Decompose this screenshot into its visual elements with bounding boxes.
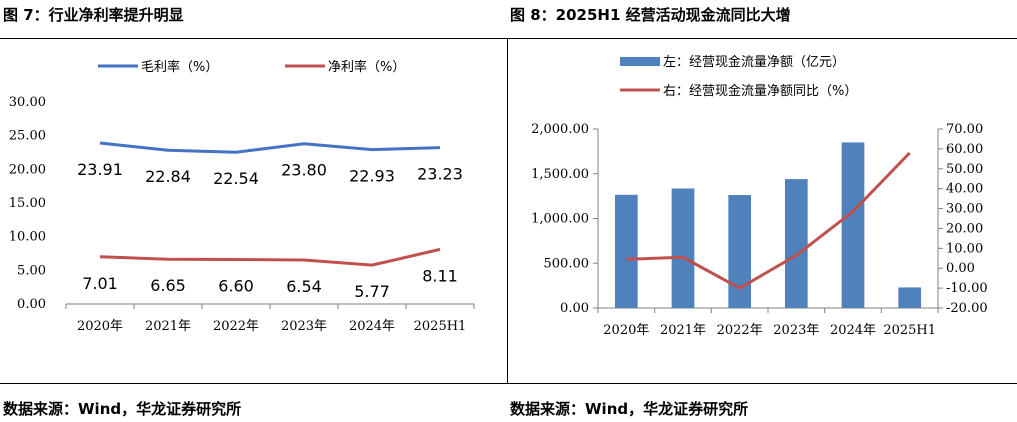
left-tick-label: 1,500.00 xyxy=(531,167,589,182)
x-tick-label: 2024年 xyxy=(830,323,876,338)
figure-8-title: 图 8：2025H1 经营活动现金流同比大增 xyxy=(510,6,791,24)
x-tick-label: 2023年 xyxy=(773,323,819,338)
legend-label: 净利率（%） xyxy=(328,59,405,75)
left-tick-label: 2,000.00 xyxy=(531,122,589,137)
bar xyxy=(898,287,921,308)
right-tick-label: 0.00 xyxy=(946,261,975,276)
data-label: 8.11 xyxy=(422,266,458,285)
y-tick-label: 20.00 xyxy=(9,162,46,177)
figure-7-source: 数据来源：Wind，华龙证券研究所 xyxy=(3,400,242,418)
figure-8-source: 数据来源：Wind，华龙证券研究所 xyxy=(510,400,749,418)
data-label: 6.54 xyxy=(286,277,322,296)
bottom-rule xyxy=(0,383,1017,384)
bar xyxy=(785,179,808,308)
y-tick-label: 30.00 xyxy=(9,95,46,110)
x-tick-label: 2022年 xyxy=(717,323,763,338)
operating-cashflow-chart: 0.00 500.00 1,000.00 1,500.00 2,000.00 -20.00… xyxy=(531,54,988,338)
left-tick-label: 0.00 xyxy=(560,301,589,316)
divider xyxy=(507,38,508,383)
data-label: 6.60 xyxy=(218,277,254,296)
bar xyxy=(671,188,695,308)
figure-7-title: 图 7：行业净利率提升明显 xyxy=(3,6,184,24)
data-label: 6.65 xyxy=(150,276,186,295)
data-label: 22.54 xyxy=(213,169,259,188)
bar xyxy=(728,195,751,308)
right-tick-label: 30.00 xyxy=(946,202,983,217)
legend-swatch-bar xyxy=(620,57,660,66)
y-tick-label: 10.00 xyxy=(9,230,46,245)
series-line-1 xyxy=(99,247,441,267)
x-tick-label: 2023年 xyxy=(281,319,327,334)
left-tick-label: 500.00 xyxy=(544,256,590,271)
y-tick-label: 25.00 xyxy=(9,129,46,144)
left-tick-label: 1,000.00 xyxy=(531,212,589,227)
right-tick-label: 60.00 xyxy=(946,142,983,157)
yoy-line xyxy=(626,151,911,290)
legend-label: 右：经营现金流量净额同比（%） xyxy=(663,83,857,99)
right-tick-label: -10.00 xyxy=(946,281,988,296)
legend-label: 毛利率（%） xyxy=(141,59,218,75)
right-tick-label: 20.00 xyxy=(946,221,983,236)
right-tick-label: -20.00 xyxy=(946,301,988,316)
data-label: 23.91 xyxy=(77,160,123,179)
gross-net-margin-chart: 0.00 5.00 10.00 15.00 20.00 25.00 30.00 2020年 20… xyxy=(9,59,475,334)
y-tick-label: 5.00 xyxy=(17,263,46,278)
y-tick-label: 0.00 xyxy=(17,297,46,312)
x-tick-label: 2025H1 xyxy=(414,319,467,334)
right-tick-label: 10.00 xyxy=(946,241,983,256)
data-label: 22.93 xyxy=(349,167,395,186)
x-tick-label: 2021年 xyxy=(660,323,706,338)
data-label: 23.23 xyxy=(417,165,463,184)
legend-label: 左：经营现金流量净额（亿元） xyxy=(663,54,845,70)
bar xyxy=(615,194,638,308)
y-tick-label: 15.00 xyxy=(9,196,46,211)
x-tick-label: 2020年 xyxy=(603,323,649,338)
right-tick-label: 70.00 xyxy=(946,122,983,137)
right-tick-label: 40.00 xyxy=(946,182,983,197)
series-line-0 xyxy=(99,141,441,154)
x-tick-label: 2024年 xyxy=(349,319,395,334)
data-label: 23.80 xyxy=(281,161,327,180)
data-label: 7.01 xyxy=(82,274,118,293)
x-tick-label: 2021年 xyxy=(145,319,191,334)
x-tick-label: 2022年 xyxy=(213,319,259,334)
x-tick-label: 2025H1 xyxy=(883,323,936,338)
right-tick-label: 50.00 xyxy=(946,162,983,177)
bar xyxy=(841,142,865,308)
x-tick-label: 2020年 xyxy=(77,319,123,334)
data-label: 5.77 xyxy=(354,282,390,301)
data-label: 22.84 xyxy=(145,167,191,186)
top-rule xyxy=(0,38,1017,39)
